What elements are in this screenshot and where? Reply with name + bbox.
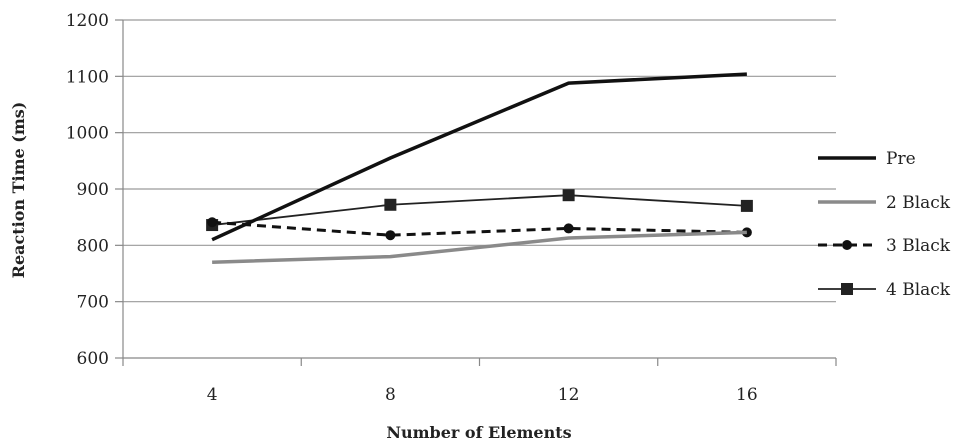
x-tick-label: 16 — [736, 385, 758, 405]
legend: Pre 2 Black 3 Black 4 Black — [818, 149, 951, 300]
legend-label: 3 Black — [886, 236, 951, 256]
data-point-square — [562, 189, 575, 202]
series-4-black — [206, 189, 753, 232]
legend-item: 3 Black — [818, 236, 951, 256]
legend-item: Pre — [818, 149, 916, 169]
y-tick-label: 1100 — [66, 67, 109, 87]
data-point-circle — [385, 230, 396, 241]
legend-item: 2 Black — [818, 193, 951, 213]
y-tick-label: 1200 — [66, 11, 109, 31]
series-line — [211, 72, 747, 242]
series-3-black — [207, 217, 752, 241]
legend-label: 2 Black — [886, 193, 951, 213]
series-2-black — [212, 230, 747, 264]
data-point-square — [841, 283, 853, 295]
y-tick-label: 900 — [77, 180, 109, 200]
y-tick-label: 1000 — [66, 124, 109, 144]
legend-label: 4 Black — [886, 280, 951, 300]
y-tick-label: 800 — [77, 236, 109, 256]
y-tick-label: 700 — [77, 293, 109, 313]
y-axis-title: Reaction Time (ms) — [9, 102, 28, 279]
data-point-square — [740, 199, 753, 212]
gridlines — [123, 19, 836, 303]
data-point-circle — [842, 240, 852, 250]
x-tick-label: 12 — [558, 385, 580, 405]
series-lines — [206, 72, 753, 264]
series-line — [212, 194, 747, 226]
legend-label: Pre — [886, 149, 916, 169]
axes: 600 700 800 900 1000 1100 1200 4 8 12 16 — [66, 11, 837, 405]
series-pre — [211, 72, 747, 242]
y-tick-label: 600 — [77, 349, 109, 369]
data-point-circle — [207, 217, 218, 228]
data-point-square — [384, 198, 397, 211]
x-axis-title: Number of Elements — [386, 423, 571, 442]
x-tick-label: 8 — [385, 385, 396, 405]
legend-item: 4 Black — [818, 280, 951, 300]
x-tick-label: 4 — [207, 385, 218, 405]
data-point-circle — [563, 223, 574, 234]
series-line — [212, 230, 747, 264]
